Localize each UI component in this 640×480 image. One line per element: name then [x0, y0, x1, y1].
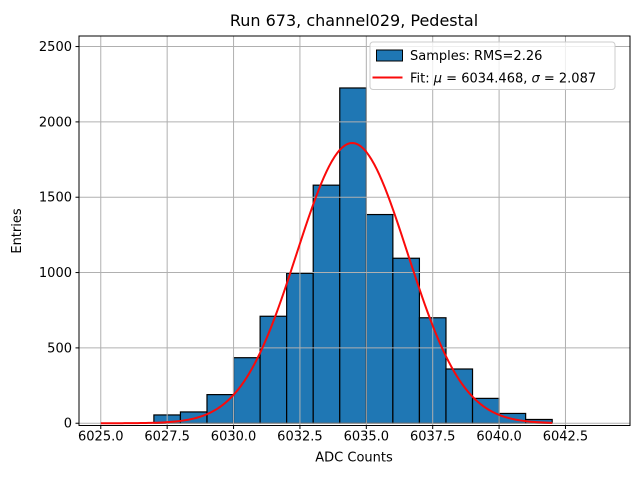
tick-labels: 6025.0 6027.5 6030.0 6032.5 6035.0 6037.5 6040… [39, 40, 588, 444]
axes-frame [78, 35, 631, 426]
histogram-bar [312, 184, 341, 424]
legend-fit-label-part: = 2.087 [540, 72, 596, 87]
legend-box [369, 41, 616, 90]
gaussian-fit-line [100, 142, 553, 425]
y-tick-label: 1000 [39, 266, 72, 281]
y-tick-label: 1500 [39, 191, 72, 206]
y-axis-label: Entries [10, 208, 25, 254]
legend-fit-label-part: Fit: [410, 72, 434, 87]
y-tick-label: 2000 [39, 115, 72, 130]
histogram-bar [365, 213, 394, 424]
histogram-bar [471, 397, 500, 424]
x-axis-label: ADC Counts [315, 451, 393, 466]
histogram-bar [339, 87, 367, 424]
x-tick-label: 6035.0 [344, 430, 390, 445]
legend: Samples: RMS=2.26 Fit: μ = 6034.468, σ = … [369, 41, 616, 90]
tick-marks [75, 46, 566, 429]
x-tick-label: 6032.5 [277, 430, 323, 445]
y-tick-label: 2500 [39, 40, 72, 55]
y-tick-label: 500 [47, 341, 72, 356]
histogram-bar [259, 315, 288, 424]
legend-samples-label: Samples: RMS=2.26 [410, 49, 542, 64]
legend-fit-label-part: σ [532, 72, 541, 87]
x-tick-label: 6027.5 [144, 430, 190, 445]
y-tick-label: 0 [64, 417, 72, 432]
histogram-bar [445, 368, 474, 424]
legend-fit-label-part: μ [433, 72, 442, 87]
legend-fit-label: Fit: μ = 6034.468, σ = 2.087 [410, 72, 596, 87]
x-tick-label: 6040.0 [476, 430, 522, 445]
x-tick-label: 6037.5 [410, 430, 456, 445]
x-tick-label: 6042.5 [543, 430, 589, 445]
x-tick-label: 6025.0 [78, 430, 124, 445]
x-tick-label: 6030.0 [211, 430, 257, 445]
legend-fit-label-part: = 6034.468, [442, 72, 531, 87]
chart-title: Run 673, channel029, Pedestal [230, 11, 478, 30]
legend-samples-swatch [376, 49, 403, 62]
histogram-bar [392, 257, 421, 424]
